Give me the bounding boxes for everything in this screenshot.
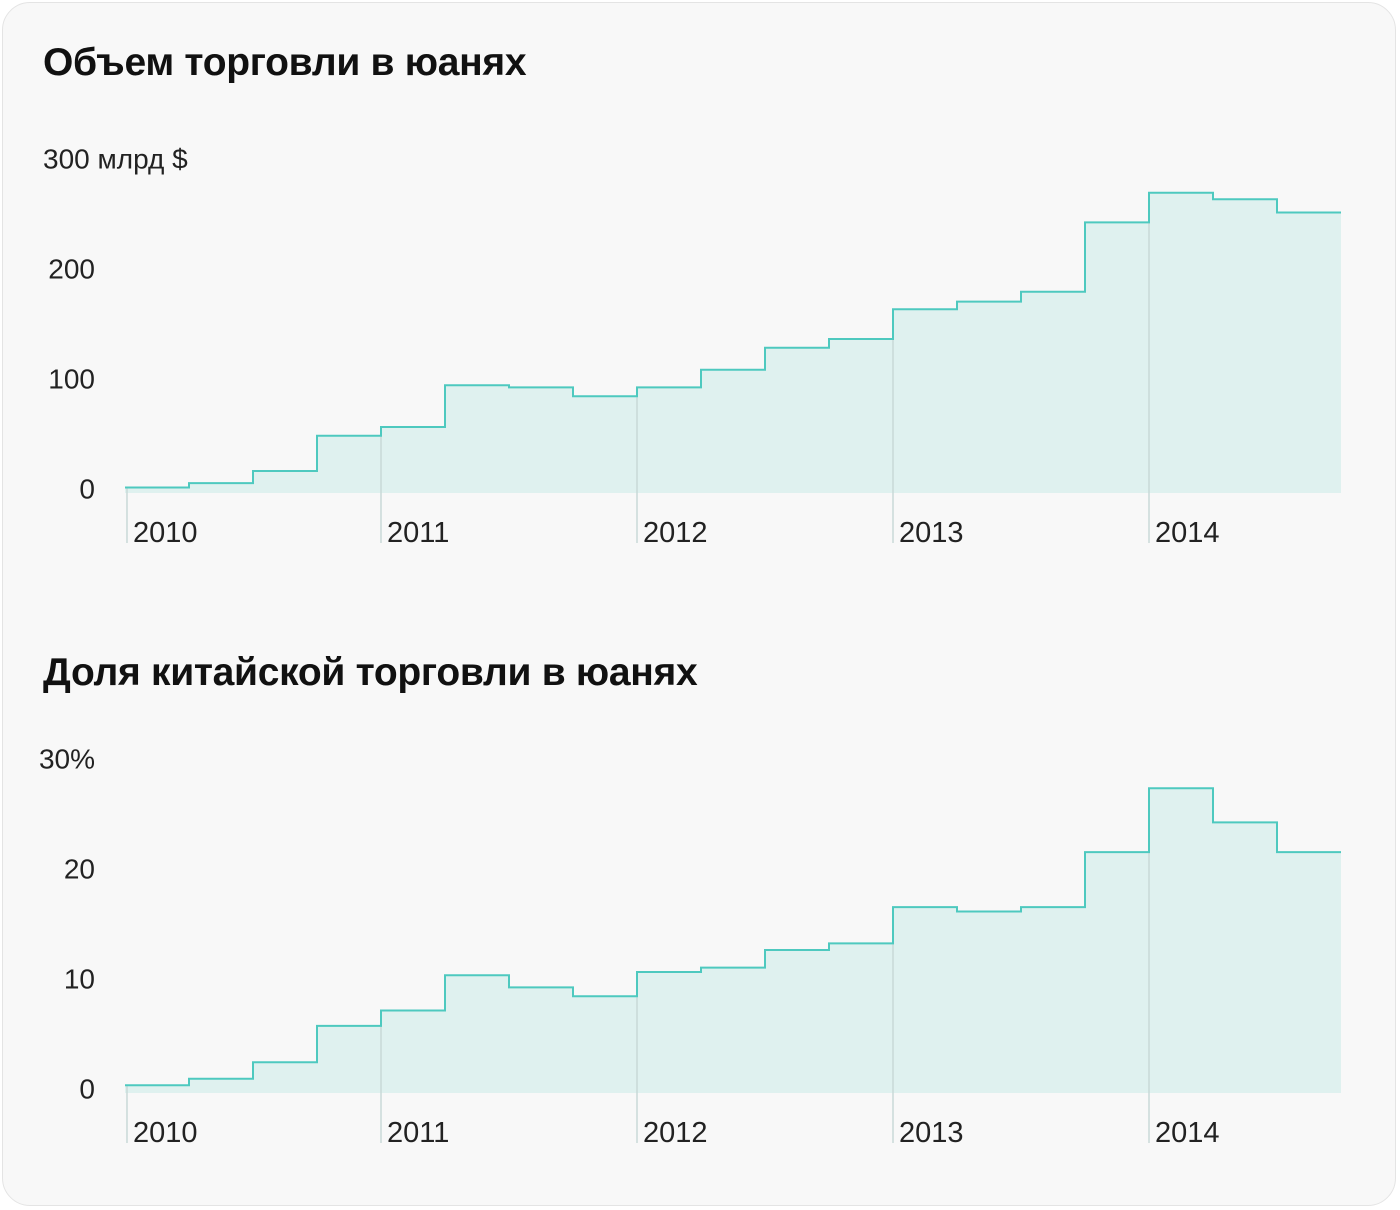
series-line [125,191,1341,489]
area-fill [125,788,1341,1093]
x-tick-label: 2014 [1155,1117,1220,1149]
y-tick-label: 10 [64,963,95,994]
series-line [125,787,1341,1087]
y-tick-label: 200 [48,253,95,284]
trade-volume-chart: 2010 2011 2012 2013 2014 0 100 200 300 млрд $ [43,143,1341,549]
x-tick-label: 2014 [1155,517,1220,549]
x-tick-label: 2012 [643,1117,708,1149]
x-tick-label: 2010 [133,1117,198,1149]
x-tick-label: 2013 [899,517,964,549]
x-tick-label: 2011 [387,1117,449,1149]
x-tick-label: 2010 [133,517,198,549]
chart-title: Объем торговли в юанях [43,41,527,84]
x-tick-label: 2013 [899,1117,964,1149]
y-tick-label: 100 [48,363,95,394]
y-tick-label: 20 [64,853,95,884]
y-unit-label: 300 млрд $ [43,143,188,174]
trade-share-chart: 2010 2011 2012 2013 2014 0 10 20 30% [39,743,1341,1149]
y-tick-label: 0 [79,473,95,504]
y-unit-label: 30% [39,743,95,774]
x-tick-label: 2012 [643,517,708,549]
y-tick-label: 0 [79,1073,95,1104]
chart-title: Доля китайской торговли в юанях [43,651,698,694]
x-tick-label: 2011 [387,517,449,549]
area-fill [125,192,1341,493]
